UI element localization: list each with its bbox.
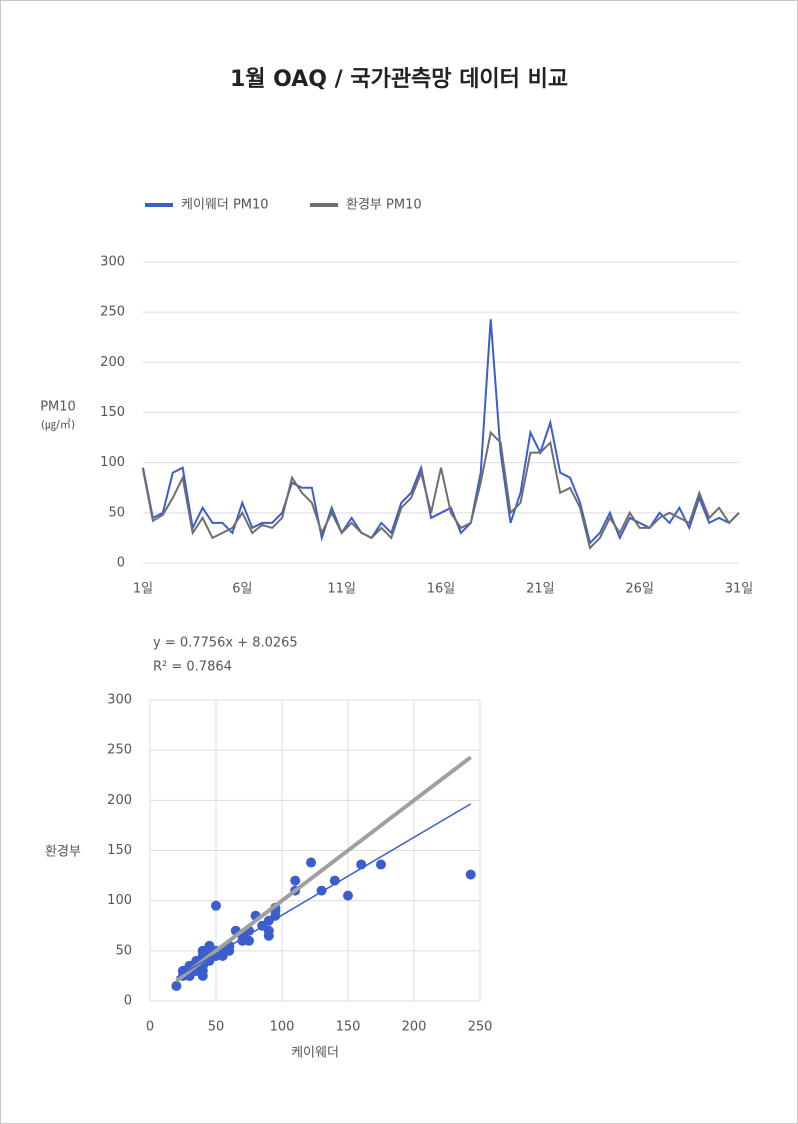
scatter-point xyxy=(376,859,386,870)
trend-line xyxy=(176,803,472,979)
y-axis-title: PM10 xyxy=(40,400,76,415)
scatter-point xyxy=(290,875,301,886)
data-line xyxy=(142,430,740,550)
x-axis-title: 케이웨더 xyxy=(291,1046,339,1061)
y-tick-label: 100 xyxy=(107,893,132,908)
y-tick-label: 150 xyxy=(100,405,125,420)
x-tick-label: 6일 xyxy=(232,582,252,597)
y-tick-label: 250 xyxy=(100,305,125,320)
y-axis-title: 환경부 xyxy=(45,845,81,860)
y-tick-label: 50 xyxy=(115,943,132,958)
x-tick-label: 150 xyxy=(336,1020,361,1035)
trend-r2: R² = 0.7864 xyxy=(153,660,232,675)
legend-label: 케이웨더 PM10 xyxy=(181,198,269,213)
y-tick-label: 200 xyxy=(107,793,132,808)
reference-line xyxy=(175,755,472,983)
scatter-point xyxy=(465,869,476,880)
y-axis-unit: (㎍/㎥) xyxy=(41,418,75,431)
x-tick-label: 100 xyxy=(270,1020,295,1035)
legend-label: 환경부 PM10 xyxy=(346,198,422,213)
y-tick-label: 250 xyxy=(107,743,132,758)
trend-equation: y = 0.7756x + 8.0265 xyxy=(153,636,298,651)
x-tick-label: 200 xyxy=(402,1020,427,1035)
y-tick-label: 50 xyxy=(108,505,125,520)
scatter-point xyxy=(237,935,248,946)
x-tick-label: 31일 xyxy=(725,582,754,597)
y-tick-label: 300 xyxy=(100,255,125,270)
data-line xyxy=(142,319,740,545)
x-tick-label: 16일 xyxy=(427,582,456,597)
page-title: 1월 OAQ / 국가관측망 데이터 비교 xyxy=(230,67,568,92)
plot-border xyxy=(149,699,481,1002)
scatter-point xyxy=(211,900,221,911)
x-tick-label: 0 xyxy=(146,1020,154,1035)
x-tick-label: 26일 xyxy=(625,582,654,597)
x-tick-label: 1일 xyxy=(133,582,153,597)
x-tick-label: 21일 xyxy=(526,582,555,597)
y-tick-label: 300 xyxy=(107,693,132,708)
y-tick-label: 150 xyxy=(107,843,132,858)
scatter-point xyxy=(171,980,182,991)
y-tick-label: 200 xyxy=(100,355,125,370)
y-tick-label: 100 xyxy=(100,455,125,470)
x-tick-label: 11일 xyxy=(327,582,356,597)
y-tick-label: 0 xyxy=(124,994,132,1009)
scatter-point xyxy=(306,857,317,868)
y-tick-label: 0 xyxy=(117,556,125,571)
scatter-point xyxy=(343,890,353,901)
x-tick-label: 50 xyxy=(208,1020,225,1035)
x-tick-label: 250 xyxy=(468,1020,493,1035)
